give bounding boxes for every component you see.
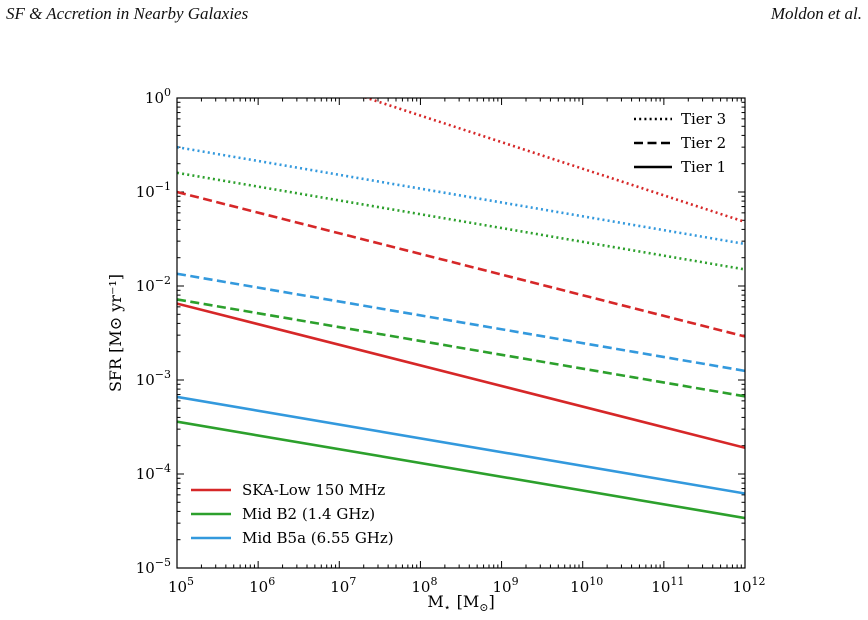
series-line-tier-1-7 [177, 395, 745, 495]
running-header-authors: Moldon et al. [770, 4, 862, 23]
legend-label-tier: Tier 1 [681, 158, 726, 176]
legend-label-band: SKA-Low 150 MHz [242, 481, 385, 499]
y-tick-label: 100 [145, 86, 171, 107]
plot-frame [176, 97, 746, 569]
series-line-tier-1-8 [177, 420, 745, 520]
running-header-title: SF & Accretion in Nearby Galaxies [6, 4, 249, 23]
series-line-tier-3-1 [177, 145, 745, 246]
y-tick-label: 10−3 [136, 368, 171, 389]
axis-labels: M⋆ [M⊙] SFR [M⊙ yr⁻¹] [106, 274, 495, 614]
legend-label-tier: Tier 2 [681, 134, 726, 152]
legends: Tier 3 Tier 2 Tier 1 SKA-Low 150 MHz Mid B2 … [191, 110, 726, 547]
y-axis-label: SFR [M⊙ yr⁻¹] [106, 274, 125, 392]
x-tick-label: 108 [411, 575, 437, 596]
tick-labels: 105 106 107 108 109 1010 1011 1012 10−5 10−4 10−3 1… [136, 86, 766, 596]
legend-label-band: Mid B5a (6.55 GHz) [242, 529, 394, 547]
series-lines [177, 98, 745, 520]
legend-label-band: Mid B2 (1.4 GHz) [242, 505, 375, 523]
x-tick-label: 109 [493, 575, 519, 596]
legend-label-tier: Tier 3 [681, 110, 726, 128]
x-tick-label: 1010 [570, 575, 603, 596]
series-line-tier-2-5 [177, 298, 745, 398]
y-tick-label: 10−1 [136, 180, 171, 201]
x-axis-label: M⋆ [M⊙] [427, 592, 494, 614]
x-tick-label: 105 [168, 575, 194, 596]
y-tick-label: 10−5 [136, 556, 171, 577]
y-tick-label: 10−4 [136, 462, 171, 483]
x-tick-label: 1011 [651, 575, 684, 596]
series-line-tier-3-0 [362, 98, 745, 224]
y-tick-label: 10−2 [136, 274, 171, 295]
series-line-tier-1-6 [177, 302, 745, 450]
x-tick-label: 107 [330, 575, 356, 596]
series-line-tier-2-3 [177, 190, 745, 338]
x-tick-label: 1012 [732, 575, 765, 596]
series-line-tier-3-2 [177, 171, 745, 271]
series-line-tier-2-4 [177, 272, 745, 373]
x-tick-label: 106 [249, 575, 275, 596]
